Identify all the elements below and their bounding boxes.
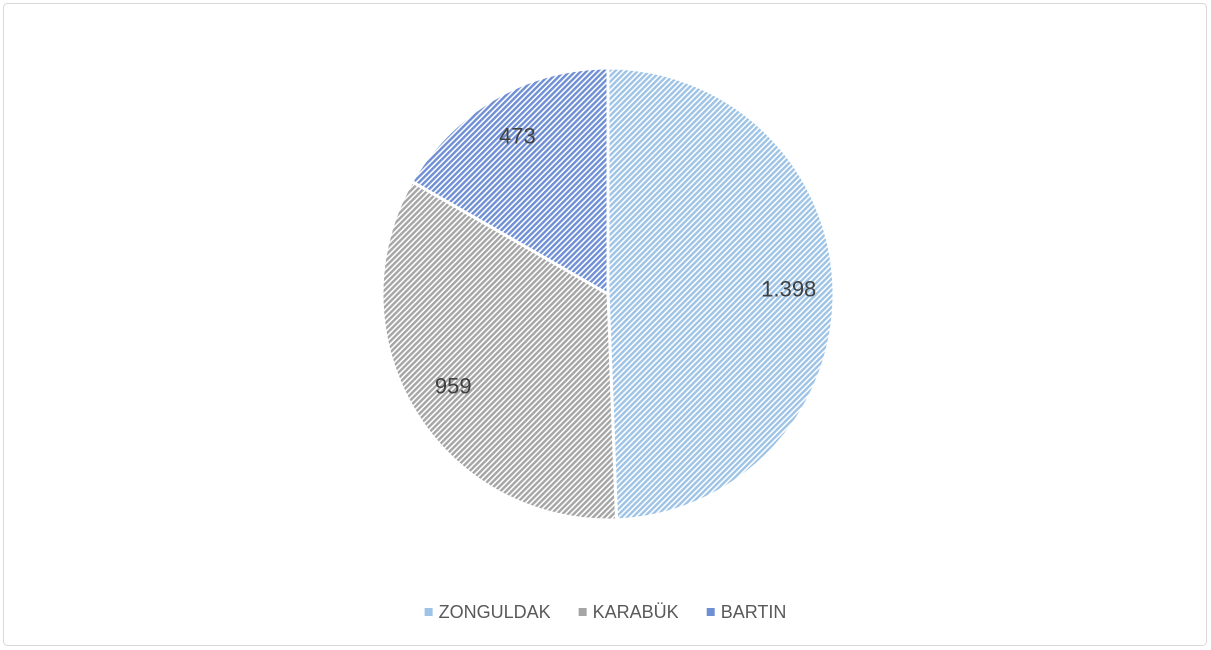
pie-slice [606,66,836,522]
legend: ZONGULDAK KARABÜK BARTIN [424,602,787,622]
legend-label: BARTIN [721,602,787,622]
data-label: 1.398 [761,276,816,301]
data-label: 959 [435,373,472,398]
pie-slice [409,66,610,297]
legend-swatch [578,608,587,616]
legend-swatch [424,608,433,616]
data-label: 473 [499,123,536,148]
legend-swatch [706,608,715,616]
legend-label: KARABÜK [593,602,679,622]
legend-label: ZONGULDAK [439,602,551,622]
